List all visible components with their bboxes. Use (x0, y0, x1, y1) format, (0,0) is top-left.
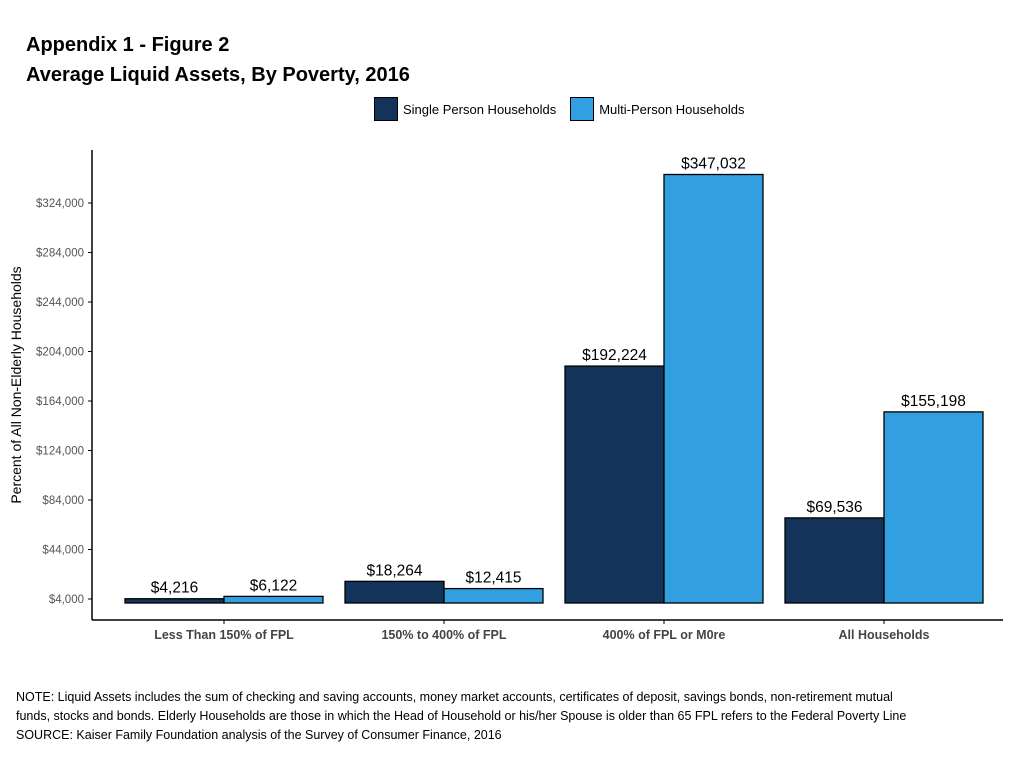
figure-number: Appendix 1 - Figure 2 (26, 34, 230, 56)
legend: Single Person Households Multi-Person Ho… (374, 97, 744, 121)
legend-label-multi: Multi-Person Households (599, 101, 745, 117)
y-tick-label: $124,000 (36, 446, 84, 458)
legend-swatch-single (374, 97, 398, 121)
legend-swatch-multi (570, 97, 595, 121)
y-tick-label: $204,000 (36, 347, 84, 359)
bar-chart: $4,000 $44,000 $84,000 $124,000 $164,000 $204… (8, 150, 1003, 642)
note-text: NOTE: Liquid Assets includes the sum of … (16, 690, 907, 723)
figure-title: Average Liquid Assets, By Poverty, 2016 (26, 64, 410, 86)
legend-label-single: Single Person Households (403, 101, 557, 117)
bar-single-0 (124, 598, 225, 604)
legend-item-single: Single Person Households (374, 97, 556, 121)
source-text: SOURCE: Kaiser Family Foundation analysi… (16, 728, 502, 742)
data-label: $18,264 (366, 562, 422, 579)
y-tick-label: $164,000 (36, 396, 84, 408)
bar-single-1 (344, 580, 445, 604)
x-tick-label: Less Than 150% of FPL (154, 628, 294, 642)
y-axis-label: Percent of All Non-Elderly Households (8, 266, 24, 503)
x-tick-label: 150% to 400% of FPL (381, 628, 506, 642)
y-tick-label: $244,000 (36, 297, 84, 309)
bar-multi-2 (663, 173, 764, 604)
y-tick-label: $324,000 (36, 198, 84, 210)
y-tick-label: $284,000 (36, 248, 84, 260)
bar-single-2 (564, 365, 665, 604)
data-label: $155,198 (901, 393, 966, 410)
bar-single-3 (784, 517, 885, 604)
bar-multi-3 (883, 411, 984, 604)
y-tick-label: $4,000 (49, 594, 84, 606)
data-label: $192,224 (582, 347, 647, 364)
data-label: $69,536 (806, 499, 862, 516)
data-label: $6,122 (250, 577, 297, 594)
data-label: $347,032 (681, 155, 746, 172)
data-label: $12,415 (465, 570, 521, 587)
y-tick-label: $44,000 (42, 545, 84, 557)
x-tick-label: 400% of FPL or M0re (603, 628, 726, 642)
x-tick-label: All Households (839, 628, 930, 642)
chart-title: Appendix 1 - Figure 2 Average Liquid Ass… (26, 30, 410, 90)
y-tick-label: $84,000 (42, 495, 84, 507)
data-label: $4,216 (151, 580, 198, 597)
bar-multi-0 (223, 595, 324, 604)
footnotes: NOTE: Liquid Assets includes the sum of … (16, 688, 916, 745)
legend-item-multi: Multi-Person Households (570, 97, 744, 121)
bar-multi-1 (443, 587, 544, 604)
